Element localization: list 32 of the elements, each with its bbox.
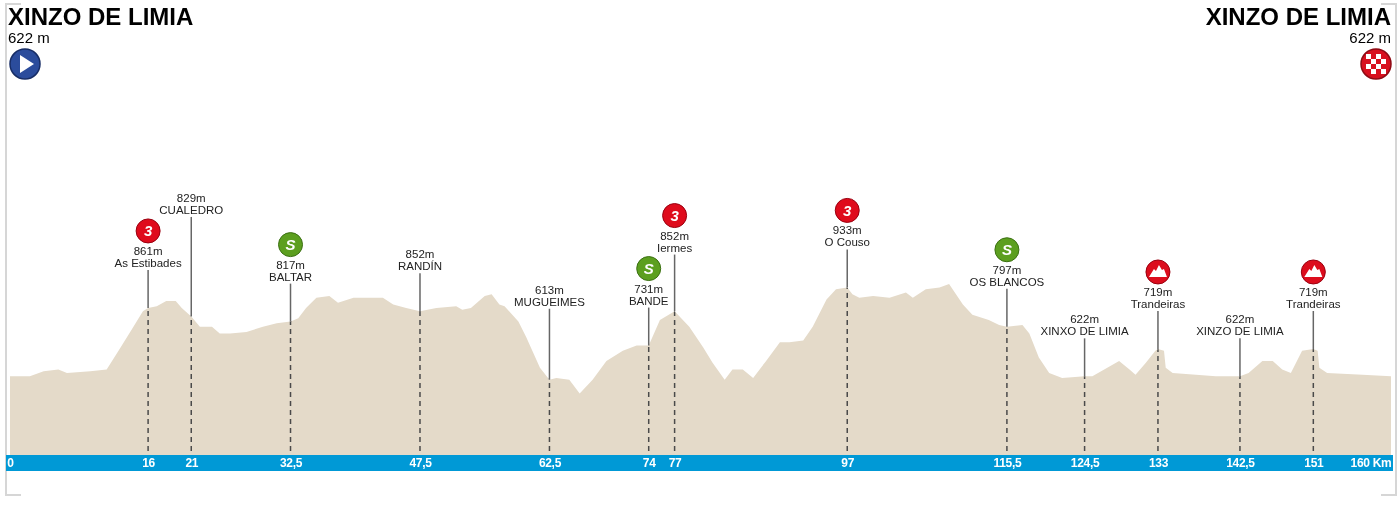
- annotation: 622m XINXO DE LIMIA: [1040, 313, 1130, 338]
- x-tick-label: 151: [1304, 456, 1324, 471]
- x-tick-label: 62,5: [538, 456, 562, 471]
- annotation: 719m Trandeiras: [1286, 285, 1341, 310]
- x-tick-label: 124,5: [1070, 456, 1100, 471]
- x-tick-label: 32,5: [279, 456, 303, 471]
- x-tick-label: 0: [7, 456, 15, 471]
- annotation: 719m Trandeiras: [1130, 285, 1186, 310]
- x-tick-label: 142,5: [1226, 456, 1256, 471]
- annotation: S 731m BANDE: [628, 259, 669, 307]
- x-tick-label: 97: [841, 456, 855, 471]
- x-tick-label: 160 Km: [1350, 456, 1392, 471]
- text: 622 m: [8, 29, 50, 46]
- x-tick-label: 16: [142, 456, 156, 471]
- annotation: 3 852m Iermes: [657, 206, 693, 254]
- annotation: 3 861m As Estibades: [114, 222, 182, 269]
- x-tick-label: 47,5: [409, 456, 433, 471]
- text: 622 m: [1349, 29, 1391, 46]
- text: XINZO DE LIMIA: [8, 3, 194, 30]
- annotation: S 817m BALTAR: [269, 236, 313, 283]
- text: XINZO DE LIMIA: [1205, 3, 1391, 30]
- x-tick-label: 74: [642, 456, 657, 471]
- annotation: 622m XINZO DE LIMIA: [1196, 313, 1285, 338]
- annotation: S 797m OS BLANCOS: [969, 241, 1045, 288]
- x-tick-label: 133: [1148, 456, 1169, 471]
- x-tick-label: 21: [185, 456, 199, 471]
- x-tick-label: 77: [668, 456, 683, 471]
- annotation: 3 933m O Couso: [824, 201, 870, 249]
- annotation: 613m MUGUEIMES: [513, 283, 586, 308]
- x-tick-label: 115,5: [993, 456, 1022, 471]
- annotation: 829m CUALEDRO: [159, 191, 224, 216]
- annotation: 852m RANDÍN: [397, 248, 443, 273]
